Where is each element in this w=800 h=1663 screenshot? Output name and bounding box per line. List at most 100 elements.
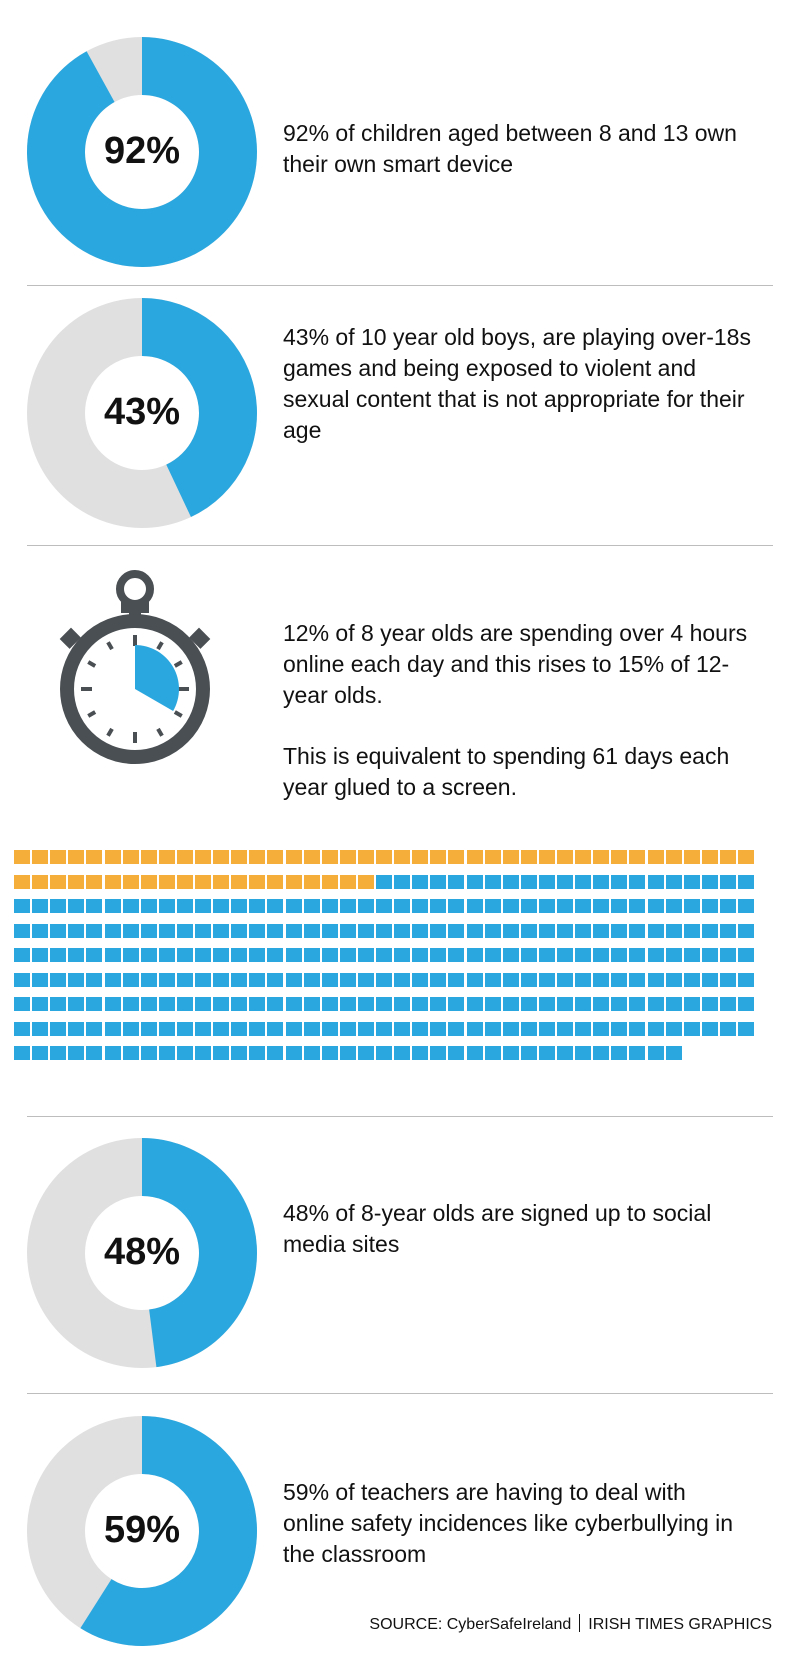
waffle-cell-highlighted xyxy=(466,850,483,864)
waffle-cell xyxy=(68,997,85,1011)
waffle-cell xyxy=(484,948,501,962)
donut-value-arc xyxy=(142,1138,257,1368)
waffle-cell-highlighted xyxy=(629,850,646,864)
source-credit: SOURCE: CyberSafeIreland IRISH TIMES GRAP… xyxy=(300,1614,772,1634)
stopwatch-tick xyxy=(173,660,183,668)
waffle-cell xyxy=(466,948,483,962)
waffle-cell xyxy=(520,948,537,962)
waffle-cell-highlighted xyxy=(339,874,356,889)
waffle-cell-highlighted xyxy=(14,874,30,889)
waffle-cell xyxy=(68,972,85,987)
waffle-cell xyxy=(520,923,537,938)
waffle-cell-highlighted xyxy=(520,850,537,864)
stat-description: 12% of 8 year olds are spending over 4 h… xyxy=(283,620,748,708)
waffle-cell-highlighted xyxy=(448,850,465,864)
waffle-cell xyxy=(14,899,30,913)
waffle-cell xyxy=(448,972,465,987)
waffle-cell xyxy=(231,1021,248,1036)
waffle-cell xyxy=(158,1021,175,1036)
waffle-cell xyxy=(575,997,592,1011)
waffle-cell xyxy=(267,997,284,1011)
donut-value-arc xyxy=(142,298,257,518)
waffle-cell xyxy=(629,948,646,962)
source-label: SOURCE: CyberSafeIreland xyxy=(369,1616,572,1633)
waffle-cell xyxy=(557,1021,573,1036)
waffle-cell xyxy=(683,1021,700,1036)
waffle-cell xyxy=(303,997,320,1011)
waffle-cell-highlighted xyxy=(701,850,718,864)
waffle-cell xyxy=(430,997,447,1011)
stopwatch-stem xyxy=(121,601,149,613)
waffle-cell xyxy=(14,948,30,962)
waffle-cell xyxy=(538,874,555,889)
waffle-cell xyxy=(195,948,211,962)
waffle-cell xyxy=(14,1021,30,1036)
waffle-cell xyxy=(376,1046,392,1060)
divider xyxy=(27,1116,773,1117)
waffle-cell xyxy=(520,1046,537,1060)
stat-description: 43% of 10 year old boys, are playing ove… xyxy=(283,324,751,443)
waffle-cell xyxy=(231,997,248,1011)
waffle-cell xyxy=(140,923,157,938)
waffle-cell xyxy=(430,948,447,962)
divider xyxy=(27,1393,773,1394)
waffle-cell xyxy=(285,1021,302,1036)
waffle-cell xyxy=(321,899,338,913)
waffle-cell xyxy=(122,948,139,962)
waffle-cell xyxy=(575,874,592,889)
waffle-cell xyxy=(14,997,30,1011)
waffle-cell xyxy=(140,899,157,913)
stopwatch-button-right xyxy=(189,627,211,649)
donut-chart-59 xyxy=(27,1416,257,1646)
waffle-cell xyxy=(14,923,30,938)
waffle-cell xyxy=(68,948,85,962)
waffle-cell xyxy=(719,899,736,913)
waffle-cell xyxy=(683,948,700,962)
waffle-cell xyxy=(412,874,429,889)
stat-description: 92% of children aged between 8 and 13 ow… xyxy=(283,120,737,177)
waffle-cell xyxy=(557,997,573,1011)
waffle-cell xyxy=(50,923,67,938)
waffle-cell xyxy=(647,1021,664,1036)
waffle-cell xyxy=(122,1046,139,1060)
waffle-cell xyxy=(176,997,193,1011)
waffle-cell xyxy=(611,948,628,962)
waffle-cell xyxy=(14,1046,30,1060)
waffle-cell xyxy=(738,972,754,987)
stopwatch-wedge xyxy=(135,645,179,711)
waffle-cell xyxy=(448,923,465,938)
waffle-cell xyxy=(249,1021,266,1036)
waffle-cell xyxy=(412,1021,429,1036)
waffle-cell xyxy=(376,997,392,1011)
waffle-cell xyxy=(50,972,67,987)
waffle-cell xyxy=(719,948,736,962)
waffle-cell-highlighted xyxy=(285,850,302,864)
waffle-cell xyxy=(357,948,374,962)
waffle-cell xyxy=(575,923,592,938)
graphics-credit: IRISH TIMES GRAPHICS xyxy=(588,1616,772,1633)
waffle-cell xyxy=(484,874,501,889)
waffle-cell xyxy=(32,997,49,1011)
waffle-cell xyxy=(448,997,465,1011)
waffle-cell xyxy=(683,997,700,1011)
waffle-cell xyxy=(50,899,67,913)
waffle-cell xyxy=(502,997,519,1011)
waffle-cell xyxy=(575,1021,592,1036)
waffle-cell xyxy=(520,899,537,913)
waffle-cell xyxy=(285,972,302,987)
waffle-cell xyxy=(538,948,555,962)
waffle-cell xyxy=(213,1046,230,1060)
waffle-cell xyxy=(213,899,230,913)
waffle-cell xyxy=(629,899,646,913)
waffle-cell xyxy=(502,972,519,987)
waffle-cell xyxy=(520,874,537,889)
waffle-cell xyxy=(339,972,356,987)
stopwatch-tick xyxy=(106,727,114,737)
waffle-cell xyxy=(68,899,85,913)
waffle-cell-highlighted xyxy=(267,874,284,889)
waffle-cell xyxy=(484,1021,501,1036)
waffle-cell xyxy=(593,997,610,1011)
waffle-cell-highlighted xyxy=(68,874,85,889)
waffle-cell xyxy=(629,972,646,987)
waffle-cell xyxy=(738,874,754,889)
